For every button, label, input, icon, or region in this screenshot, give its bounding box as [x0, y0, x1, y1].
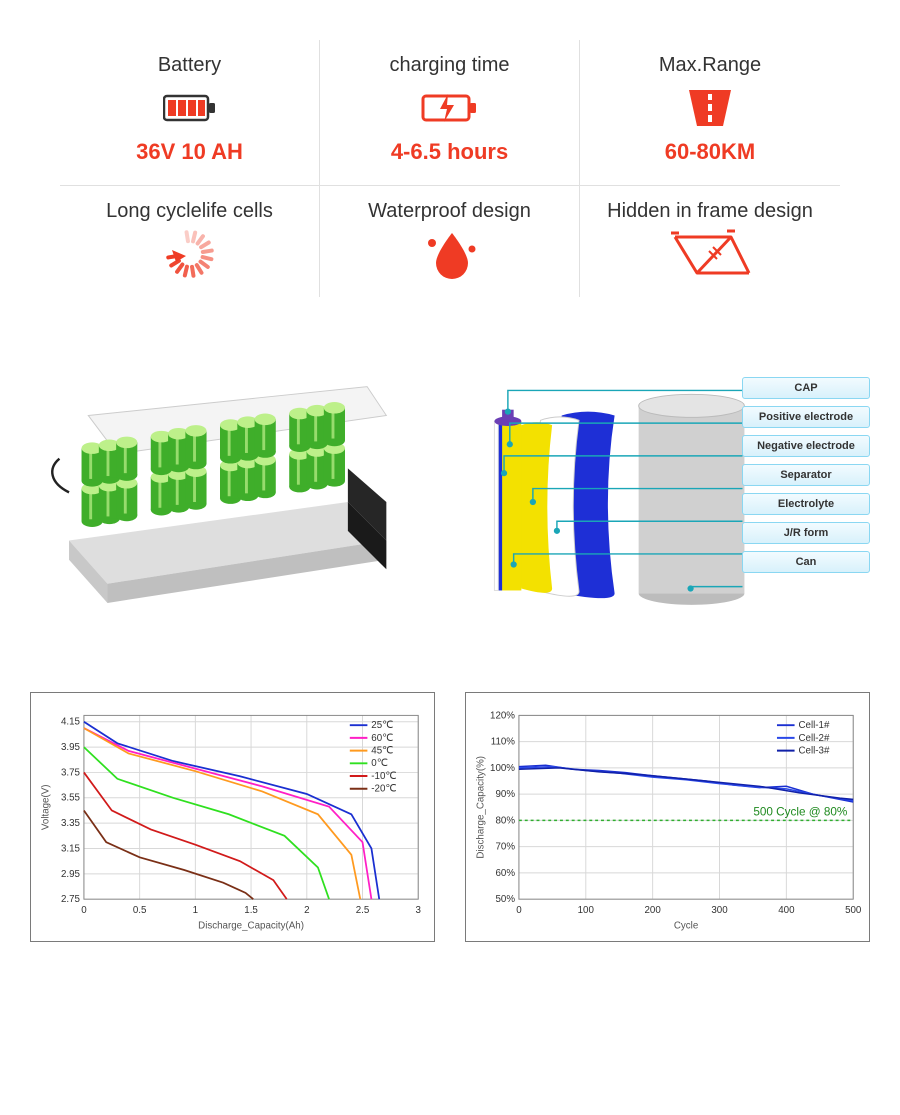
layer-label: Negative electrode — [742, 435, 870, 457]
svg-text:3: 3 — [416, 905, 421, 916]
svg-text:3.55: 3.55 — [61, 793, 81, 804]
svg-text:3.15: 3.15 — [61, 843, 81, 854]
svg-text:25℃: 25℃ — [371, 720, 393, 731]
svg-text:90%: 90% — [495, 789, 515, 800]
svg-text:110%: 110% — [491, 737, 516, 748]
svg-text:1: 1 — [193, 905, 198, 916]
layer-label: CAP — [742, 377, 870, 399]
svg-text:Voltage(V): Voltage(V) — [41, 784, 52, 830]
svg-text:2.75: 2.75 — [61, 894, 81, 905]
spec-title: Max.Range — [588, 54, 832, 77]
water-icon — [328, 231, 571, 277]
svg-text:500 Cycle @ 80%: 500 Cycle @ 80% — [753, 806, 847, 819]
battery-icon — [68, 85, 311, 131]
svg-text:1.5: 1.5 — [244, 905, 258, 916]
svg-text:400: 400 — [778, 905, 795, 916]
svg-text:2.5: 2.5 — [356, 905, 370, 916]
svg-text:Cell-3#: Cell-3# — [798, 746, 830, 757]
cycle-icon — [68, 231, 311, 277]
layer-labels: CAP Positive electrode Negative electrode S… — [742, 377, 870, 573]
svg-text:2.95: 2.95 — [61, 869, 81, 880]
spec-range: Max.Range 60-80KM — [580, 40, 840, 186]
svg-text:60%: 60% — [495, 868, 515, 879]
svg-text:500: 500 — [845, 905, 862, 916]
charge-icon — [328, 85, 571, 131]
svg-text:4.15: 4.15 — [61, 717, 81, 728]
layer-label: Electrolyte — [742, 493, 870, 515]
svg-text:Cell-2#: Cell-2# — [798, 733, 830, 744]
svg-text:300: 300 — [711, 905, 728, 916]
spec-title: Waterproof design — [328, 200, 571, 223]
spec-title: charging time — [328, 54, 571, 77]
spec-title: Battery — [68, 54, 311, 77]
svg-text:200: 200 — [644, 905, 661, 916]
cell-structure-diagram: CAP Positive electrode Negative electrode S… — [465, 377, 870, 627]
svg-text:3.35: 3.35 — [61, 818, 81, 829]
svg-text:-20℃: -20℃ — [371, 784, 396, 795]
svg-text:Discharge_Capacity(Ah): Discharge_Capacity(Ah) — [198, 921, 304, 932]
svg-text:Discharge_Capacity(%): Discharge_Capacity(%) — [476, 756, 487, 859]
charts-row: 2.75 2.95 3.15 3.35 3.55 3.75 3.95 4.15 0 0.5 1 1.5… — [30, 692, 870, 942]
spec-charging: charging time 4-6.5 hours — [320, 40, 580, 186]
specs-grid: Battery 36V 10 AH charging time 4-6.5 ho… — [60, 40, 840, 297]
spec-battery: Battery 36V 10 AH — [60, 40, 320, 186]
cycle-life-chart: 50% 60% 70% 80% 90% 100% 110% 120% 0 100 200 300 400… — [465, 692, 870, 942]
svg-text:50%: 50% — [495, 894, 515, 905]
road-icon — [588, 85, 832, 131]
layer-label: Separator — [742, 464, 870, 486]
spec-value: 4-6.5 hours — [328, 139, 571, 165]
svg-text:0℃: 0℃ — [371, 758, 387, 769]
svg-text:0: 0 — [516, 905, 522, 916]
spec-title: Long cyclelife cells — [68, 200, 311, 223]
discharge-voltage-chart: 2.75 2.95 3.15 3.35 3.55 3.75 3.95 4.15 0 0.5 1 1.5… — [30, 692, 435, 942]
svg-text:60℃: 60℃ — [371, 733, 393, 744]
svg-text:0.5: 0.5 — [133, 905, 147, 916]
layer-label: Can — [742, 551, 870, 573]
svg-text:100: 100 — [578, 905, 595, 916]
svg-text:100%: 100% — [490, 763, 515, 774]
svg-text:70%: 70% — [495, 842, 515, 853]
spec-title: Hidden in frame design — [588, 200, 832, 223]
svg-text:2: 2 — [304, 905, 309, 916]
layer-label: J/R form — [742, 522, 870, 544]
svg-text:3.95: 3.95 — [61, 742, 81, 753]
svg-text:120%: 120% — [490, 710, 515, 721]
svg-text:Cycle: Cycle — [674, 921, 698, 932]
svg-text:3.75: 3.75 — [61, 767, 81, 778]
spec-cyclelife: Long cyclelife cells — [60, 186, 320, 297]
battery-pack-illustration — [30, 377, 435, 632]
frame-icon — [588, 231, 832, 277]
svg-text:80%: 80% — [495, 815, 515, 826]
svg-text:45℃: 45℃ — [371, 746, 393, 757]
spec-value: 36V 10 AH — [68, 139, 311, 165]
spec-frame: Hidden in frame design — [580, 186, 840, 297]
illustrations-row: CAP Positive electrode Negative electrode S… — [30, 377, 870, 632]
spec-waterproof: Waterproof design — [320, 186, 580, 297]
layer-label: Positive electrode — [742, 406, 870, 428]
svg-text:-10℃: -10℃ — [371, 771, 396, 782]
spec-value: 60-80KM — [588, 139, 832, 165]
svg-text:Cell-1#: Cell-1# — [798, 720, 830, 731]
svg-text:0: 0 — [81, 905, 87, 916]
